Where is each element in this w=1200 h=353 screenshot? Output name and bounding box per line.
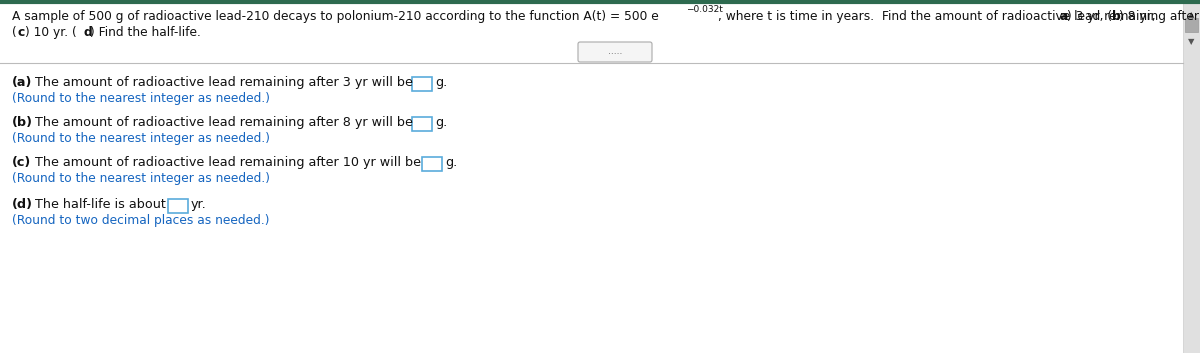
Text: (d): (d) [12,198,34,211]
Text: The amount of radioactive lead remaining after 8 yr will be: The amount of radioactive lead remaining… [35,116,413,129]
Text: b: b [1112,10,1121,23]
Text: ▲: ▲ [1188,10,1195,19]
Text: a: a [1060,10,1068,23]
Text: ) 10 yr. (: ) 10 yr. ( [25,26,77,39]
Text: , where t is time in years.  Find the amount of radioactive lead remaining after: , where t is time in years. Find the amo… [718,10,1200,23]
Text: (Round to the nearest integer as needed.): (Round to the nearest integer as needed.… [12,92,270,105]
Text: g.: g. [436,76,448,89]
Text: g.: g. [436,116,448,129]
Text: (b): (b) [12,116,34,129]
FancyBboxPatch shape [578,42,652,62]
Text: (Round to two decimal places as needed.): (Round to two decimal places as needed.) [12,214,270,227]
Bar [412,77,432,91]
Bar [412,117,432,131]
Text: (c): (c) [12,156,31,169]
Text: yr.: yr. [191,198,206,211]
Text: g.: g. [445,156,457,169]
Text: −0.032t: −0.032t [686,5,722,14]
Bar [422,157,442,171]
Bar [1183,0,1200,353]
Text: d: d [83,26,91,39]
Text: ▼: ▼ [1188,37,1195,46]
Text: (Round to the nearest integer as needed.): (Round to the nearest integer as needed.… [12,172,270,185]
Text: .....: ..... [608,48,622,56]
Bar [1186,18,1198,32]
Text: ) 8 yr,: ) 8 yr, [1120,10,1156,23]
Text: The amount of radioactive lead remaining after 3 yr will be: The amount of radioactive lead remaining… [35,76,413,89]
Text: The half-life is about: The half-life is about [35,198,166,211]
Text: A sample of 500 g of radioactive lead-210 decays to polonium-210 according to th: A sample of 500 g of radioactive lead-21… [12,10,659,23]
Text: (a): (a) [12,76,32,89]
Text: ) Find the half-life.: ) Find the half-life. [90,26,200,39]
Bar [168,199,188,213]
Text: (: ( [12,26,17,39]
Text: (Round to the nearest integer as needed.): (Round to the nearest integer as needed.… [12,132,270,145]
Text: The amount of radioactive lead remaining after 10 yr will be: The amount of radioactive lead remaining… [35,156,421,169]
Text: ) 3 yr, (: ) 3 yr, ( [1067,10,1112,23]
Text: c: c [18,26,25,39]
